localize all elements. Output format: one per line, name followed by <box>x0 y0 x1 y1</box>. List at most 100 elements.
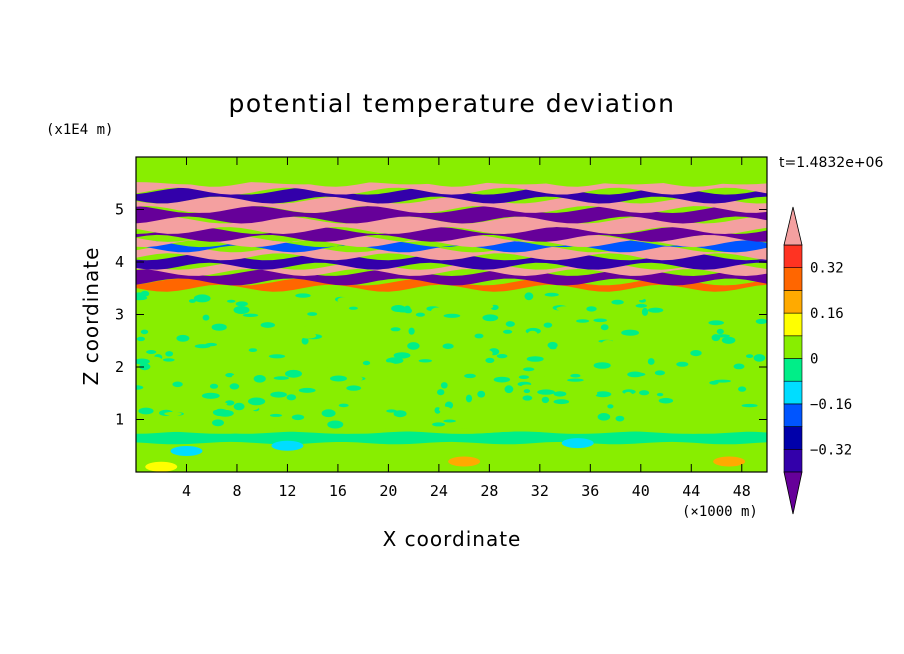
y-tick-label: 3 <box>115 306 124 324</box>
x-axis-unit: (×1000 m) <box>682 504 758 520</box>
contour-cell <box>477 349 493 358</box>
contour-cell <box>393 352 411 359</box>
contour-cell <box>465 394 473 403</box>
contour-cell <box>474 333 484 339</box>
contour-cell <box>584 405 602 410</box>
contour-cell <box>641 307 649 316</box>
contour-cell <box>439 406 451 413</box>
contour-cell <box>413 329 424 335</box>
contour-cell <box>250 337 260 346</box>
x-tick-label: 28 <box>480 482 498 500</box>
contour-cell <box>713 294 729 301</box>
contour-cell <box>523 389 531 394</box>
contour-cell <box>269 413 283 417</box>
contour-cell <box>464 308 474 317</box>
contour-cell <box>229 383 240 390</box>
contour-cell <box>242 313 259 317</box>
contour-cell <box>148 300 167 305</box>
contour-cell <box>320 296 335 304</box>
contour-cell <box>593 318 607 323</box>
contour-cell <box>145 461 178 472</box>
contour-cell <box>470 359 478 367</box>
contour-cell <box>654 370 666 376</box>
contour-cell <box>740 319 753 327</box>
contour-cell <box>386 357 404 364</box>
contour-field <box>136 157 767 472</box>
contour-cell <box>521 384 533 389</box>
contour-cell <box>172 381 183 388</box>
contour-cell <box>139 363 151 371</box>
contour-cell <box>136 295 148 301</box>
contour-cell <box>241 404 259 411</box>
contour-cell <box>193 294 211 303</box>
contour-cell <box>298 387 316 393</box>
contour-band <box>136 157 767 185</box>
contour-cell <box>177 363 190 371</box>
contour-cell <box>348 306 358 310</box>
contour-cell <box>248 397 266 406</box>
x-tick-label: 24 <box>430 482 448 500</box>
contour-cell <box>418 408 426 414</box>
contour-cell <box>198 378 207 382</box>
contour-cell <box>203 403 220 411</box>
contour-cell <box>190 400 201 407</box>
contour-cell <box>478 304 494 309</box>
contour-cell <box>212 408 228 417</box>
contour-cell <box>213 402 228 406</box>
contour-cell <box>702 355 714 364</box>
contour-cell <box>639 390 650 396</box>
contour-cell <box>194 344 211 349</box>
colorbar-bin <box>783 335 803 359</box>
contour-cell <box>231 374 244 380</box>
contour-cell <box>713 379 732 383</box>
colorbar-bin <box>783 244 803 269</box>
contour-cell <box>270 391 287 398</box>
contour-band <box>136 287 767 431</box>
contour-band <box>136 187 767 204</box>
colorbar-tick-label: −0.32 <box>810 442 852 458</box>
contour-cell <box>741 403 758 408</box>
colorbar-tick-label: 0 <box>810 352 818 368</box>
contour-cell <box>615 415 625 422</box>
contour-cell <box>676 361 689 367</box>
x-axis-ticks: 4 8 12 16 20 24 28 32 36 40 44 48 <box>182 157 751 500</box>
contour-cell <box>201 367 216 373</box>
contour-band <box>136 234 767 248</box>
contour-cell <box>378 362 397 370</box>
contour-cell <box>362 360 371 366</box>
contour-cell <box>149 343 158 348</box>
contour-cell <box>482 314 499 322</box>
contour-cell <box>338 403 349 408</box>
contour-cell <box>393 410 407 418</box>
contour-cell <box>417 292 431 298</box>
contour-cell <box>295 293 311 298</box>
contour-cell <box>527 330 538 339</box>
colorbar-bin <box>783 290 803 314</box>
x-tick-label: 4 <box>182 482 191 500</box>
x-tick-label: 44 <box>682 482 700 500</box>
contour-cell <box>621 329 639 336</box>
contour-cell <box>384 390 395 394</box>
contour-cell <box>346 385 362 391</box>
contour-cell <box>346 375 363 382</box>
contour-cell <box>386 409 397 413</box>
contour-cell <box>136 400 141 406</box>
contour-cell <box>408 327 415 335</box>
contour-cell <box>407 342 420 350</box>
y-axis-unit: (x1E4 m) <box>46 122 113 138</box>
contour-cell <box>746 354 754 358</box>
contour-cell <box>268 354 286 359</box>
contour-cell <box>201 392 220 399</box>
contour-cell <box>326 366 339 374</box>
contour-cell <box>699 371 716 377</box>
contour-cell <box>593 362 611 369</box>
contour-cell <box>432 422 446 427</box>
contour-cell <box>755 318 767 324</box>
contour-cell <box>162 358 175 362</box>
colorbar-tick-label: 0.32 <box>810 261 844 277</box>
contour-cell <box>448 456 481 467</box>
contour-cell <box>136 385 144 390</box>
contour-cell <box>165 351 174 357</box>
x-tick-label: 36 <box>581 482 599 500</box>
colorbar-bin <box>783 312 803 337</box>
